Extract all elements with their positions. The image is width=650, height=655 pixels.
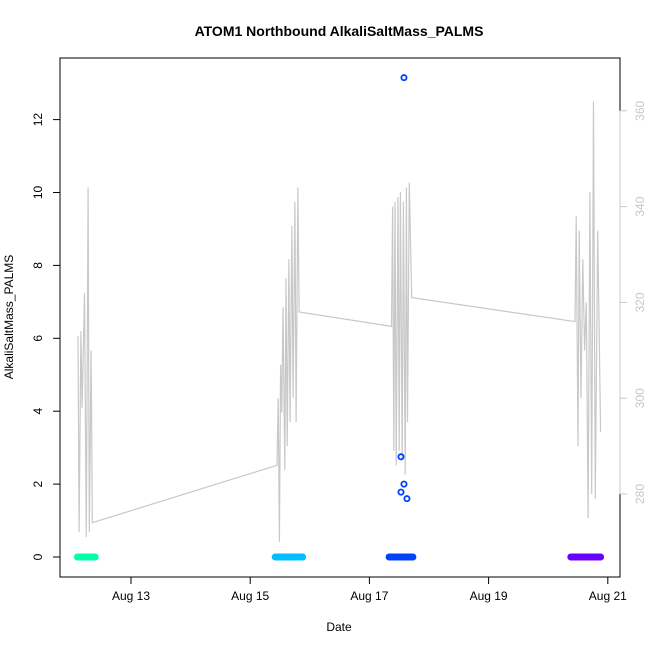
data-point xyxy=(597,553,605,561)
y2-tick-label: 300 xyxy=(633,388,647,408)
data-point xyxy=(400,480,408,488)
data-point xyxy=(397,453,405,461)
y-tick-label: 6 xyxy=(31,335,45,342)
y2-tick-label: 320 xyxy=(633,292,647,312)
x-tick-label: Aug 13 xyxy=(112,589,150,603)
y-tick-label: 10 xyxy=(31,186,45,200)
y2-tick-label: 360 xyxy=(633,100,647,120)
axes-layer: Aug 13 Aug 15 Aug 17 Aug 19 Aug 21 0 2 4 6 8 10 12 2… xyxy=(31,100,647,603)
y-tick-label: 12 xyxy=(31,113,45,127)
y2-tick-label: 340 xyxy=(633,196,647,216)
x-tick-label: Aug 21 xyxy=(589,589,627,603)
data-point xyxy=(397,488,405,496)
y-axis-label: AlkaliSaltMass_PALMS xyxy=(2,255,16,380)
y2-tick-label: 280 xyxy=(633,484,647,504)
x-tick-label: Aug 15 xyxy=(231,589,269,603)
y-tick-label: 8 xyxy=(31,262,45,269)
chart-title: ATOM1 Northbound AlkaliSaltMass_PALMS xyxy=(195,23,484,39)
y-tick-label: 0 xyxy=(31,553,45,560)
secondary-series-layer xyxy=(77,101,602,542)
data-point xyxy=(400,74,408,82)
data-point xyxy=(91,553,99,561)
secondary-series-line xyxy=(77,101,602,542)
plot-frame xyxy=(59,57,621,578)
x-axis-label: Date xyxy=(326,620,352,634)
y-tick-label: 2 xyxy=(31,480,45,487)
y-tick-label: 4 xyxy=(31,408,45,415)
x-tick-label: Aug 17 xyxy=(350,589,388,603)
points-layer xyxy=(73,74,605,561)
x-tick-label: Aug 19 xyxy=(470,589,508,603)
data-point xyxy=(403,495,411,503)
data-point xyxy=(299,553,307,561)
data-point xyxy=(409,553,417,561)
